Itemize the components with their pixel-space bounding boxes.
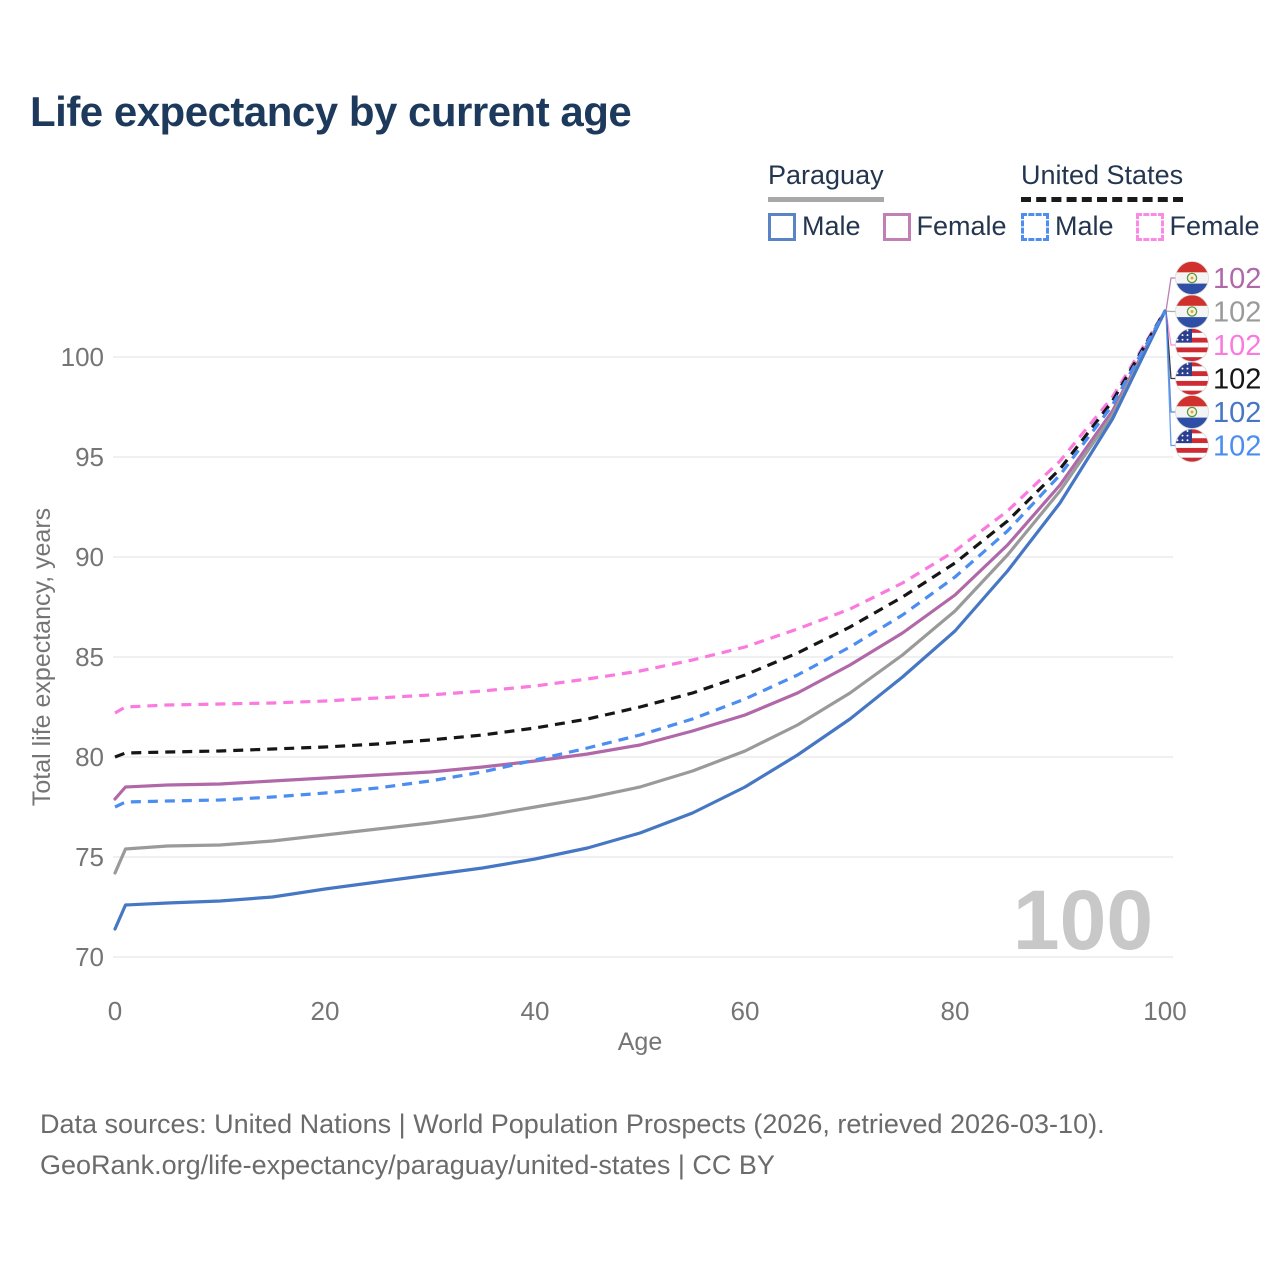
legend-item-label: Female (916, 211, 1007, 241)
age-watermark: 100 (1013, 873, 1153, 967)
y-axis-title: Total life expectancy, years (28, 508, 56, 806)
us-male-swatch-icon (1021, 212, 1049, 241)
legend-item-us-male[interactable]: Male (1021, 211, 1114, 242)
y-tick-label: 70 (75, 942, 104, 972)
series-line-us-male (114, 310, 1167, 809)
us-female-swatch-icon (1135, 212, 1164, 241)
legend-item-paraguay-male[interactable]: Male (768, 211, 861, 242)
end-value-label-py-both: 102 (1213, 297, 1261, 329)
legend-group-united-states: United States Male Female (1021, 160, 1280, 242)
x-tick-label: 60 (731, 996, 760, 1026)
us-flag-icon (1175, 361, 1209, 396)
legend-item-label: Male (802, 211, 861, 241)
paraguay-flag-icon (1175, 395, 1209, 429)
attribution-text: GeoRank.org/life-expectancy/paraguay/uni… (40, 1150, 775, 1180)
leader-line-us-female (1165, 310, 1177, 346)
leader-line-us-both (1165, 310, 1177, 380)
legend-country-united-states[interactable]: United States (1021, 160, 1184, 202)
legend-entries-united-states: Male Female (1021, 211, 1280, 242)
leader-line-us-male (1165, 310, 1177, 447)
series-line-us-female (114, 310, 1167, 715)
y-tick-label: 95 (75, 442, 104, 472)
leader-line-py-female (1165, 277, 1177, 312)
page-title: Life expectancy by current age (30, 88, 632, 135)
chart-footer: Data sources: United Nations | World Pop… (40, 1104, 1105, 1186)
x-tick-label: 80 (941, 996, 970, 1026)
leader-line-py-both (1165, 310, 1177, 313)
y-tick-label: 100 (61, 342, 104, 372)
x-tick-label: 20 (311, 996, 340, 1026)
leader-line-py-male (1165, 310, 1177, 413)
legend-item-us-female[interactable]: Female (1135, 211, 1260, 242)
y-tick-label: 90 (75, 542, 104, 572)
us-flag-icon (1175, 428, 1209, 463)
x-tick-label: 40 (521, 996, 550, 1026)
series-line-py-female (113, 309, 1167, 801)
legend-item-label: Female (1169, 211, 1260, 241)
paraguay-flag-icon (1175, 261, 1209, 295)
x-axis-title: Age (618, 1028, 662, 1056)
legend-country-paraguay[interactable]: Paraguay (768, 160, 884, 202)
end-value-label-py-male: 102 (1213, 397, 1261, 429)
end-value-label-us-both: 102 (1213, 364, 1261, 396)
y-tick-label: 75 (75, 842, 104, 872)
legend-item-paraguay-female[interactable]: Female (882, 211, 1007, 242)
x-tick-label: 0 (108, 996, 122, 1026)
paraguay-male-swatch-icon (768, 212, 796, 241)
x-tick-label: 100 (1143, 996, 1186, 1026)
y-tick-label: 80 (75, 742, 104, 772)
end-value-label-py-female: 102 (1213, 263, 1261, 295)
y-tick-label: 85 (75, 642, 104, 672)
us-flag-icon (1175, 328, 1209, 362)
legend-group-paraguay: Paraguay Male Female (768, 160, 1029, 242)
series-line-py-male (113, 309, 1167, 931)
series-line-us-both (114, 310, 1167, 759)
legend-item-label: Male (1055, 211, 1114, 241)
chart-legend: Paraguay Male Female United States Male (0, 160, 1280, 242)
end-value-label-us-male: 102 (1213, 431, 1261, 463)
paraguay-flag-icon (1175, 294, 1209, 329)
paraguay-female-swatch-icon (882, 212, 911, 241)
legend-entries-paraguay: Male Female (768, 211, 1029, 242)
end-value-label-us-female: 102 (1213, 330, 1261, 362)
data-sources-text: Data sources: United Nations | World Pop… (40, 1109, 1105, 1139)
series-line-py-both (113, 309, 1167, 875)
